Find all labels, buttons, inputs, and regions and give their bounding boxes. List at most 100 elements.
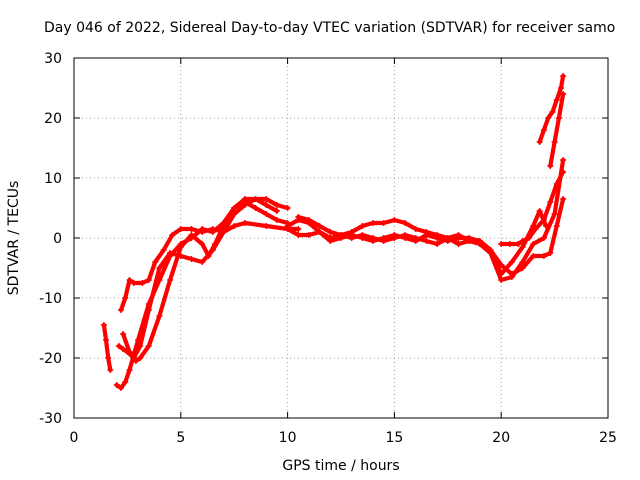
data-point (540, 217, 547, 223)
data-point (558, 85, 565, 91)
data-point (152, 259, 159, 265)
data-point (241, 196, 248, 202)
data-point (211, 241, 218, 247)
data-point (444, 235, 451, 241)
data-point (273, 202, 280, 208)
y-tick-label: -20 (39, 351, 62, 367)
data-point (519, 259, 526, 265)
x-tick-label: 20 (492, 430, 510, 446)
data-point (487, 247, 494, 253)
data-point (169, 232, 176, 238)
data-point (122, 295, 129, 301)
x-tick-label: 5 (176, 430, 185, 446)
data-point (107, 367, 114, 373)
y-tick-label: -30 (39, 411, 62, 427)
data-point (553, 97, 560, 103)
data-point (540, 253, 547, 259)
data-point (434, 232, 441, 238)
x-tick-label: 25 (599, 430, 617, 446)
y-tick-label: 10 (44, 171, 62, 187)
data-point (549, 109, 556, 115)
data-point (188, 232, 195, 238)
data-point (295, 226, 302, 232)
data-point (231, 205, 238, 211)
data-point (506, 241, 513, 247)
data-point (359, 223, 366, 229)
data-point (241, 202, 248, 208)
data-point (402, 220, 409, 226)
data-point (560, 73, 567, 79)
data-point (498, 271, 505, 277)
data-point (284, 205, 291, 211)
data-point (547, 199, 554, 205)
data-point (466, 238, 473, 244)
series-track-5 (120, 196, 280, 364)
data-point (536, 139, 543, 145)
data-point (145, 343, 152, 349)
data-point (348, 235, 355, 241)
data-point (370, 220, 377, 226)
x-tick-label: 10 (279, 430, 297, 446)
data-point (370, 235, 377, 241)
data-point (167, 250, 174, 256)
data-point (177, 244, 184, 250)
data-point (263, 223, 270, 229)
data-point (167, 277, 174, 283)
data-point (113, 382, 120, 388)
data-point (199, 229, 206, 235)
series-track-1 (100, 322, 114, 373)
data-point (241, 220, 248, 226)
data-point (327, 235, 334, 241)
data-point (536, 208, 543, 214)
data-point (145, 307, 152, 313)
data-point (545, 115, 552, 121)
y-tick-label: -10 (39, 291, 62, 307)
data-point (199, 241, 206, 247)
data-point (295, 214, 302, 220)
data-point (498, 241, 505, 247)
x-tick-label: 15 (385, 430, 403, 446)
data-point (560, 196, 567, 202)
data-point (412, 235, 419, 241)
data-point (316, 229, 323, 235)
data-point (130, 280, 137, 286)
data-point (532, 226, 539, 232)
data-point (252, 205, 259, 211)
data-point (177, 226, 184, 232)
series-trace (499, 169, 566, 247)
data-point (327, 229, 334, 235)
data-point (137, 343, 144, 349)
data-point (515, 241, 522, 247)
data-point (295, 232, 302, 238)
data-point (551, 139, 558, 145)
y-tick-label: 20 (44, 111, 62, 127)
data-point (402, 232, 409, 238)
data-point (122, 379, 129, 385)
data-point (560, 157, 567, 163)
series-trace (548, 91, 566, 169)
data-point (105, 355, 112, 361)
data-point (380, 220, 387, 226)
data-point (188, 226, 195, 232)
data-point (412, 226, 419, 232)
data-point (188, 256, 195, 262)
y-tick-label: 0 (53, 231, 62, 247)
data-point (553, 223, 560, 229)
data-point (560, 169, 567, 175)
data-series (100, 73, 567, 391)
series-trace (285, 196, 566, 277)
data-point (126, 277, 133, 283)
data-point (519, 238, 526, 244)
data-point (498, 277, 505, 283)
data-point (263, 211, 270, 217)
data-point (530, 241, 537, 247)
data-point (423, 238, 430, 244)
data-point (305, 232, 312, 238)
data-point (231, 223, 238, 229)
data-point (263, 196, 270, 202)
data-point (455, 241, 462, 247)
series-track-11 (547, 91, 567, 169)
series-track-9 (498, 169, 567, 247)
